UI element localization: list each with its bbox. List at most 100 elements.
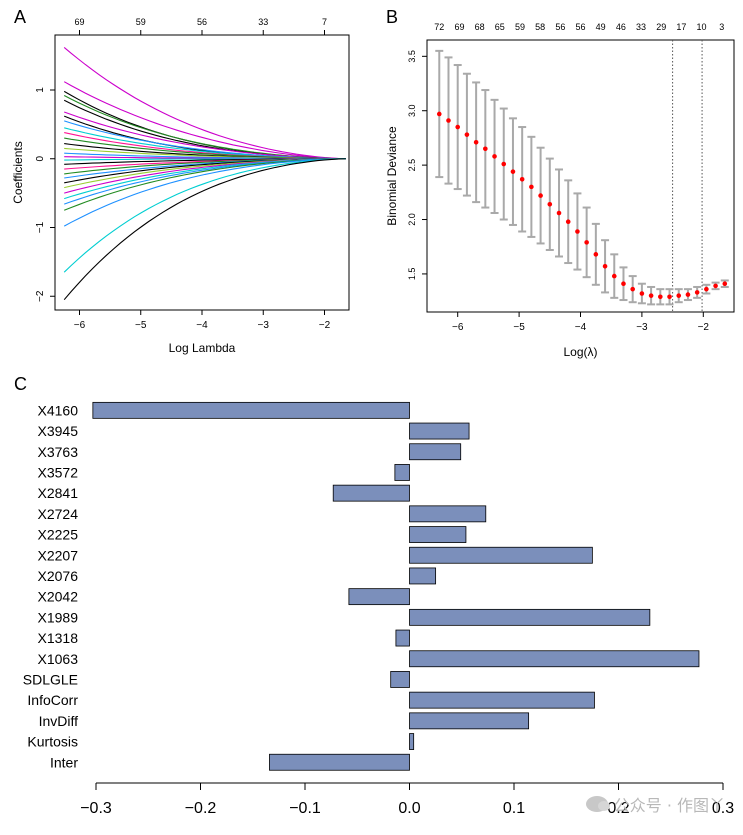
coefficient-bar	[390, 671, 410, 688]
deviance-point	[630, 286, 635, 292]
deviance-point	[473, 139, 479, 145]
top-tick-label: 69	[454, 22, 464, 32]
category-label: Kurtosis	[27, 734, 78, 750]
x-tick-label: −3	[258, 320, 270, 331]
top-tick-label: 59	[515, 22, 525, 32]
y-tick-label: 3.0	[407, 104, 417, 117]
top-tick-label: 65	[495, 22, 505, 32]
coefficient-bar	[394, 464, 410, 481]
plot-frame	[426, 39, 735, 313]
deviance-point	[611, 273, 617, 279]
x-tick-label: −2	[698, 322, 710, 333]
x-tick-label: −0.3	[80, 800, 112, 817]
watermark: 公众号 · 作图丫	[585, 792, 725, 816]
coefficient-path-chart: −6 −5 −4 −3 −2 −2 −1 0 1 69 59 56 33 7 Log Lambda Coeff…	[11, 17, 350, 355]
top-tick-label: 46	[616, 22, 626, 32]
x-tick-label: −4	[575, 322, 587, 333]
deviance-point	[704, 286, 709, 292]
deviance-point	[648, 293, 654, 298]
coefficient-path	[63, 46, 346, 160]
deviance-point	[639, 291, 645, 296]
deviance-point	[667, 294, 672, 300]
top-tick-label: 49	[596, 22, 606, 32]
deviance-point	[602, 264, 608, 269]
top-tick-label: 68	[475, 22, 485, 32]
deviance-point	[676, 293, 682, 298]
top-tick-label: 33	[258, 17, 268, 27]
coefficient-path	[63, 158, 346, 301]
y-axis-label: Binomial Deviance	[385, 126, 399, 226]
coefficient-bar	[409, 733, 415, 750]
panel-a: A −6 −5 −4 −3 −2 −2 −1 0 1 69 59 56 33 7 Log Lambda Coe…	[0, 0, 372, 365]
panel-b-letter: B	[386, 7, 399, 27]
coefficient-bar	[409, 691, 595, 709]
x-tick-label: −3	[636, 322, 648, 333]
panel-c: C X4160 X3945 X3763 X3572 X2841 X2724 X2225 X22…	[0, 365, 743, 830]
deviance-point	[501, 161, 507, 167]
panel-a-letter: A	[14, 7, 27, 27]
category-label: X1989	[38, 609, 79, 625]
x-tick-label: 0.3	[712, 800, 734, 817]
category-label: X2042	[38, 589, 79, 605]
coefficient-bar-chart: X4160 X3945 X3763 X3572 X2841 X2724 X2225 X2207…	[23, 401, 734, 817]
deviance-point	[575, 229, 580, 234]
coefficient-bar	[409, 422, 470, 440]
deviance-point	[436, 111, 442, 117]
y-axis-label: Coefficients	[11, 141, 25, 203]
panel-c-letter: C	[14, 374, 27, 394]
top-tick-label: 56	[555, 22, 565, 32]
plot-frame	[54, 34, 350, 311]
coefficient-bar	[92, 401, 410, 419]
x-tick-label: 0.0	[398, 800, 420, 817]
top-tick-label: 7	[322, 17, 327, 27]
coefficient-path	[63, 95, 346, 160]
deviance-point	[464, 132, 470, 137]
coefficient-bar	[409, 608, 651, 626]
top-tick-label: 56	[197, 17, 207, 27]
category-label: X2841	[38, 485, 79, 501]
wechat-icon	[585, 796, 610, 812]
cv-deviance-chart: −6 −5 −4 −3 −2 1.5 2.0 2.5 3.0 3.5 72 69 68 65 59 58 56 5…	[385, 22, 735, 359]
y-tick-label: 2.5	[407, 159, 417, 172]
deviance-point	[529, 184, 534, 190]
y-tick-label: 2.0	[407, 213, 417, 226]
deviance-point	[658, 294, 663, 300]
x-tick-label: −4	[196, 320, 208, 331]
y-tick-label: 3.5	[407, 50, 417, 63]
coefficient-path	[63, 81, 346, 160]
deviance-point	[538, 193, 543, 198]
deviance-point	[556, 210, 562, 216]
category-label: X1063	[38, 651, 79, 667]
coefficient-path	[63, 158, 346, 227]
category-label: InvDiff	[39, 713, 79, 729]
coefficient-bar	[409, 526, 467, 543]
x-tick-label: 0.1	[503, 800, 525, 817]
coefficient-bar	[409, 443, 462, 461]
top-tick-label: 17	[676, 22, 686, 32]
coefficient-bar	[409, 712, 530, 730]
deviance-point	[446, 118, 451, 123]
category-label: X2076	[38, 568, 79, 584]
category-label: X1318	[38, 630, 79, 646]
x-axis-label: Log(λ)	[563, 345, 597, 359]
panel-b: B −6 −5 −4 −3 −2 1.5 2.0 2.5 3.0 3.5 72 69 68 65 59 58 5…	[372, 0, 743, 365]
coefficient-bar	[409, 650, 700, 668]
deviance-point	[455, 124, 460, 130]
x-tick-label: −5	[513, 322, 525, 333]
deviance-point	[510, 169, 516, 174]
coefficient-bar	[332, 484, 410, 502]
top-tick-label: 10	[697, 22, 707, 32]
deviance-point	[722, 281, 728, 287]
deviance-point	[621, 281, 626, 287]
top-tick-label: 72	[434, 22, 444, 32]
top-tick-label: 3	[719, 22, 724, 32]
x-tick-label: −5	[135, 320, 147, 331]
watermark-text: 公众号 · 作图丫	[613, 796, 725, 815]
coefficient-bar	[269, 753, 410, 771]
x-axis-label: Log Lambda	[169, 341, 236, 355]
coefficient-bar	[409, 505, 487, 523]
coefficient-bar	[348, 588, 410, 606]
category-label: Inter	[50, 754, 78, 770]
category-label: X3572	[38, 464, 79, 480]
category-label: SDLGLE	[23, 671, 78, 687]
